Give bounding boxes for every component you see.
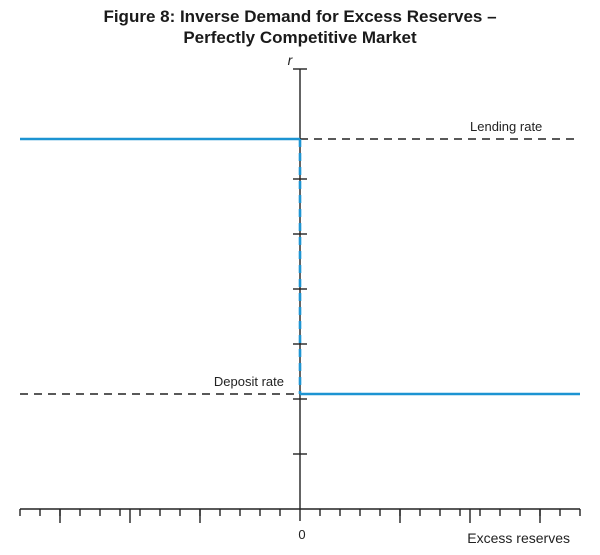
deposit-rate-label: Deposit rate [214,374,284,389]
lending-rate-label: Lending rate [470,119,542,134]
x-axis-label: Excess reserves [467,530,570,546]
origin-label: 0 [298,527,305,542]
figure-title-line1: Figure 8: Inverse Demand for Excess Rese… [0,6,600,27]
figure-container: Figure 8: Inverse Demand for Excess Rese… [0,0,600,555]
chart-area: r 0 Excess reserves Lending rate Deposit rat… [0,49,600,549]
figure-title-line2: Perfectly Competitive Market [0,27,600,48]
figure-title: Figure 8: Inverse Demand for Excess Rese… [0,0,600,49]
y-axis-label: r [288,52,294,68]
